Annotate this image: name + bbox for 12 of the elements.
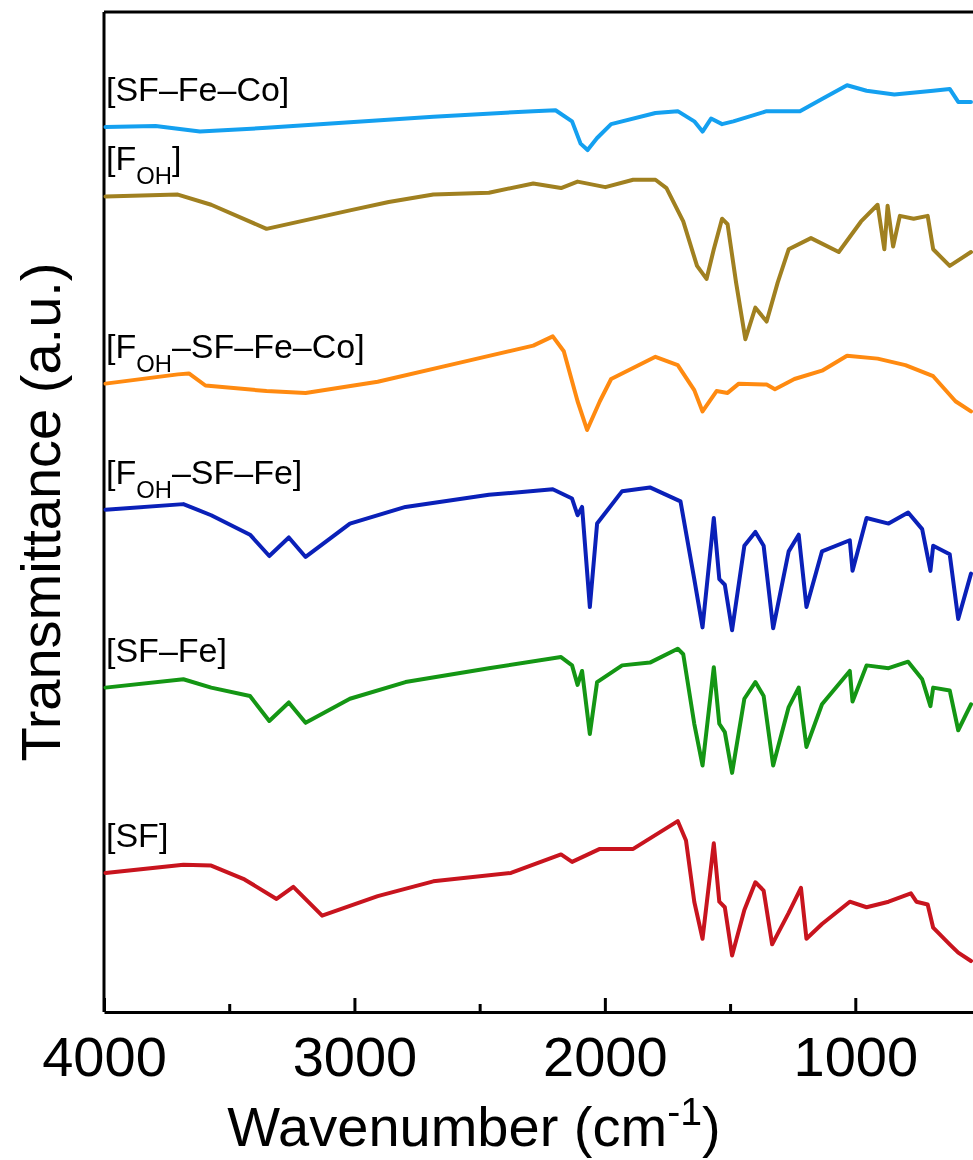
- series-label: [SF–Fe–Co]: [106, 69, 290, 108]
- series-label: [F$_{OH}$–SF–Fe]: [106, 452, 303, 503]
- y-axis-title: Transmittance (a.u.): [9, 262, 72, 762]
- x-tick-label: 1000: [793, 1024, 919, 1088]
- x-tick-label: 4000: [42, 1024, 167, 1088]
- series-label: [SF–Fe]: [106, 630, 227, 669]
- series-label: [F$_{OH}$–SF–Fe–Co]: [106, 326, 365, 377]
- x-tick-label: 2000: [543, 1024, 668, 1088]
- x-tick-label: 3000: [292, 1024, 418, 1088]
- series-label: [SF]: [106, 815, 169, 854]
- series-label: [F$_{OH}$]: [106, 139, 182, 189]
- x-axis-title: Wavenumber (cm$^{-1}$): [227, 1089, 721, 1158]
